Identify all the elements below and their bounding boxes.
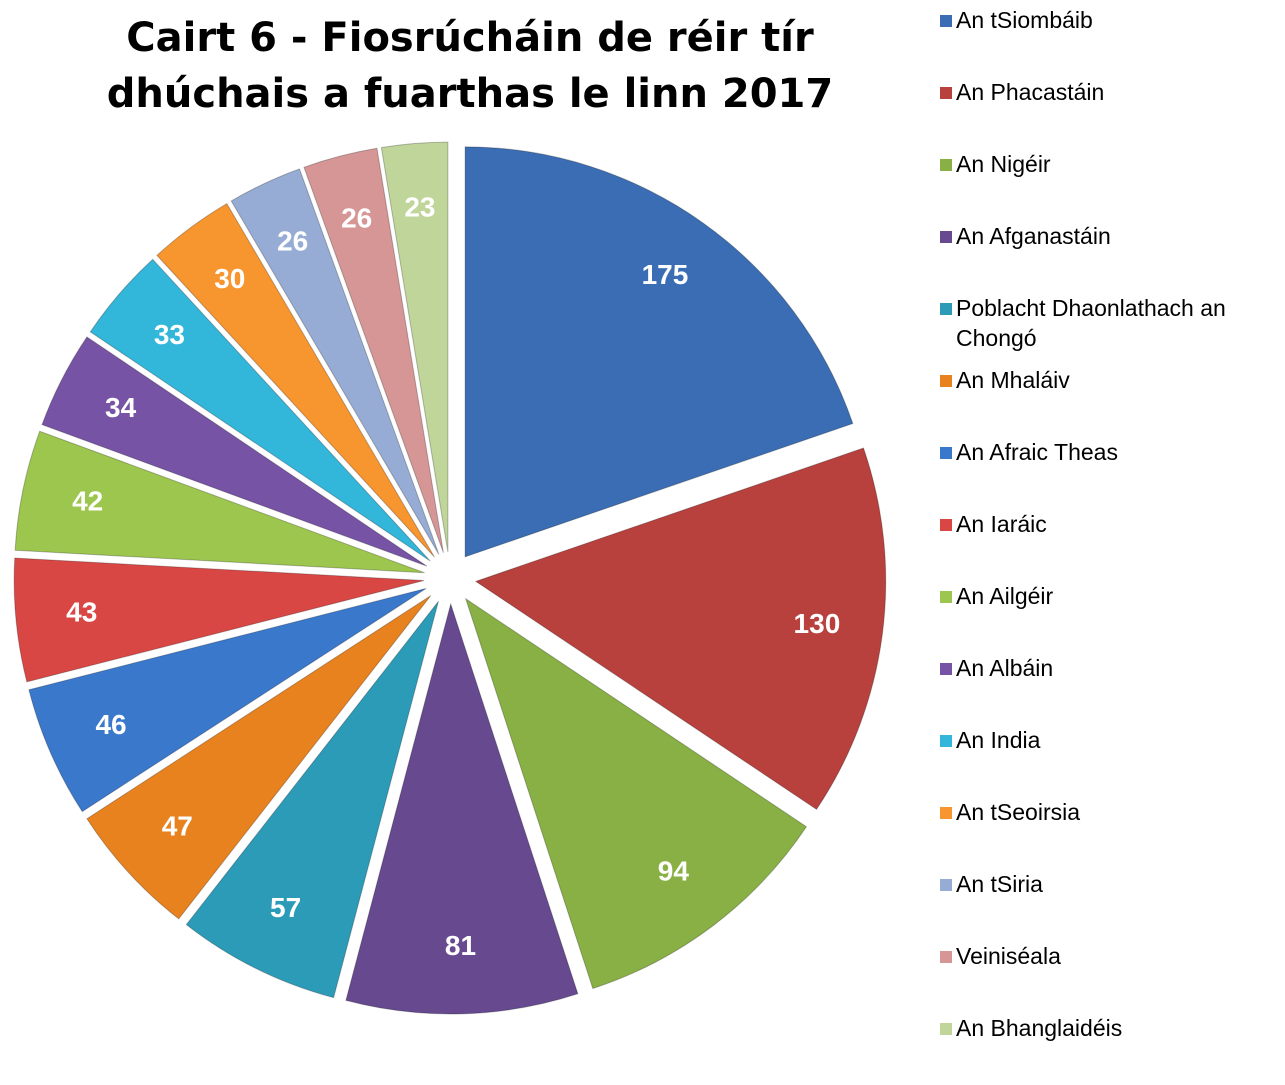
pie-slice [13,557,425,683]
pie-slice [41,336,428,567]
legend-item: An Nigéir [938,149,1278,221]
data-label: 30 [214,263,245,294]
legend-label: An India [956,727,1041,753]
data-label: 23 [404,192,435,223]
pie-slice [156,202,435,558]
legend-label: Veiniséala [956,943,1061,969]
legend-swatch [940,231,952,243]
legend-item: An Bhanglaidéis [938,1013,1278,1085]
legend-swatch [940,591,952,603]
legend-swatch [940,15,952,27]
legend: An tSiombáib An Phacastáin An Nigéir An Afg… [938,5,1278,1085]
data-label: 42 [72,486,103,517]
data-label: 175 [642,259,689,290]
pie-slice [345,602,579,1015]
legend-label: An Bhanglaidéis [956,1015,1123,1041]
pie-slice [474,447,887,811]
legend-item: Veiniséala [938,941,1278,1013]
pie-slice [86,595,432,920]
legend-item: An tSiombáib [938,5,1278,77]
legend-swatch [940,807,952,819]
legend-swatch [940,159,952,171]
legend-item: An Afraic Theas [938,437,1278,509]
legend-label: An tSiria [956,871,1043,897]
data-label: 81 [445,930,476,961]
legend-swatch [940,951,952,963]
pie-chart: 175 130 94 81 57 47 46 43 42 34 33 30 26 26 23 [13,141,887,1015]
legend-item: Poblacht Dhaonlathach an Chongó [938,293,1278,365]
pie-slice [380,141,449,553]
pie-slice [28,587,427,813]
legend-swatch [940,663,952,675]
legend-swatch [940,519,952,531]
pie-slice [185,600,439,999]
legend-label: An Mhaláiv [956,367,1070,393]
legend-item: An India [938,725,1278,797]
legend-item: An Mhaláiv [938,365,1278,437]
data-label: 57 [270,892,301,923]
legend-label: Poblacht Dhaonlathach an Chongó [956,295,1226,351]
legend-label: An Afraic Theas [956,439,1118,465]
legend-item: An tSeoirsia [938,797,1278,869]
pie-slice [464,146,854,558]
legend-item: An Afganastáin [938,221,1278,293]
legend-item: An Phacastáin [938,77,1278,149]
legend-swatch [940,1023,952,1035]
legend-item: An Albáin [938,653,1278,725]
legend-swatch [940,879,952,891]
legend-item: An tSiria [938,869,1278,941]
legend-label: An Nigéir [956,151,1051,177]
data-label: 43 [66,596,97,627]
chart-title: Cairt 6 - Fiosrúcháin de réir tír dhúcha… [106,15,834,117]
pie-slice [303,147,444,554]
legend-label: An tSiombáib [956,7,1093,33]
data-label: 26 [341,202,372,233]
pie-slice [14,430,425,574]
data-label: 47 [162,810,193,841]
data-label: 46 [95,709,126,740]
legend-label: An tSeoirsia [956,799,1081,825]
data-label: 130 [794,608,841,639]
data-label: 34 [105,392,137,423]
legend-label: An Iaráic [956,511,1047,537]
pie-slice [464,597,808,990]
legend-label: An Albáin [956,655,1054,681]
data-label: 33 [154,319,185,350]
page: 175 130 94 81 57 47 46 43 42 34 33 30 26 26 23 Cairt 6… [13,7,1226,1041]
legend-item: An Iaráic [938,509,1278,581]
pie-slice [89,258,431,562]
legend-swatch [940,375,952,387]
legend-label: An Phacastáin [956,79,1105,105]
pie-slice [230,168,440,555]
legend-swatch [940,303,952,315]
legend-item: An Ailgéir [938,581,1278,653]
legend-label: An Afganastáin [956,223,1111,249]
legend-swatch [940,447,952,459]
data-label: 94 [658,855,690,886]
legend-label: An Ailgéir [956,583,1054,609]
data-label: 26 [277,226,308,257]
legend-swatch [940,87,952,99]
legend-swatch [940,735,952,747]
